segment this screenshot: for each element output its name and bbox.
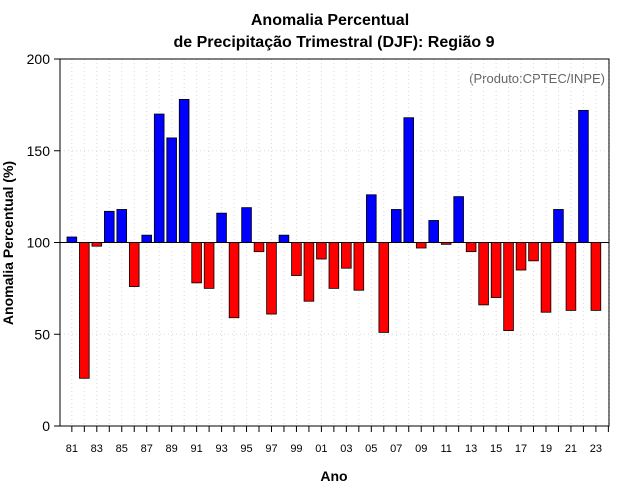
x-tick-label: 99 [290, 443, 302, 455]
x-tick-label: 97 [265, 443, 277, 455]
x-tick-label: 13 [465, 443, 477, 455]
bar-01 [316, 242, 327, 260]
x-tick-label: 11 [440, 443, 451, 455]
bar-87 [141, 234, 152, 243]
bar-95 [241, 207, 252, 243]
bar-94 [228, 242, 240, 319]
x-tick-label: 93 [215, 443, 227, 455]
x-tick-label: 95 [240, 443, 252, 455]
bar-04 [353, 242, 365, 291]
x-tick-label: 87 [141, 443, 153, 455]
bar-07 [390, 209, 402, 243]
bar-12 [453, 196, 464, 243]
x-tick-label: 15 [490, 443, 502, 455]
chart-title: Anomalia Percentual [251, 12, 409, 29]
axes: 0 50 100 150 200 81 83 85 87 89 91 93 95 97 99 01 03 05 07… [27, 51, 610, 455]
bar-97 [266, 242, 277, 315]
x-tick-label: 91 [191, 443, 203, 455]
bar-16 [503, 242, 514, 331]
bar-86 [128, 242, 140, 287]
x-tick-label: 07 [390, 443, 402, 455]
bar-98 [278, 234, 290, 243]
bar-90 [178, 98, 190, 243]
bar-18 [528, 242, 539, 262]
y-tick-label: 150 [27, 143, 51, 159]
x-tick-label: 85 [116, 443, 128, 455]
x-tick-label: 03 [340, 443, 352, 455]
bar-21 [565, 242, 577, 311]
x-tick-label: 21 [565, 443, 577, 455]
y-tick-label: 200 [27, 51, 51, 67]
x-tick-label: 05 [365, 443, 377, 455]
bar-14 [478, 242, 489, 306]
x-tick-label: 17 [515, 443, 527, 455]
bar-91 [191, 242, 202, 284]
bar-15 [490, 242, 502, 298]
bar-22 [578, 109, 589, 243]
bar-20 [553, 209, 564, 243]
x-tick-label: 01 [315, 443, 327, 455]
y-tick-label: 0 [42, 418, 50, 434]
y-tick-label: 50 [34, 326, 50, 342]
bar-10 [428, 220, 439, 243]
y-axis-label: Anomalia Percentual (%) [0, 161, 16, 325]
bar-85 [116, 209, 128, 243]
x-tick-label: 23 [590, 443, 602, 455]
x-axis-label: Ano [320, 468, 347, 484]
y-tick-label: 100 [27, 235, 51, 251]
bar-88 [153, 113, 165, 243]
bar-02 [328, 242, 340, 289]
x-tick-label: 19 [540, 443, 552, 455]
x-tick-label: 09 [415, 443, 427, 455]
bar-99 [291, 242, 302, 276]
bar-23 [590, 242, 602, 311]
x-tick-label: 81 [66, 443, 78, 455]
bar-84 [104, 210, 115, 243]
bar-08 [403, 117, 415, 243]
bar-09 [415, 242, 427, 249]
bar-82 [79, 242, 90, 379]
bar-83 [91, 242, 103, 247]
bar-06 [378, 242, 390, 333]
bar-17 [515, 242, 527, 271]
x-tick-label: 83 [91, 443, 103, 455]
bar-96 [253, 242, 265, 253]
chart-subtitle: de Precipitação Trimestral (DJF): Região… [174, 34, 495, 51]
bar-89 [166, 137, 177, 243]
bar-92 [203, 242, 215, 289]
bar-05 [366, 194, 377, 243]
bar-03 [341, 242, 352, 269]
x-tick-label: 89 [166, 443, 178, 455]
bar-00 [303, 242, 315, 302]
chart-credit: (Produto:CPTEC/INPE) [469, 71, 605, 86]
bar-93 [216, 212, 227, 243]
bar-81 [66, 236, 78, 243]
bar-19 [540, 242, 552, 313]
bar-13 [465, 242, 477, 253]
bars [66, 98, 602, 379]
